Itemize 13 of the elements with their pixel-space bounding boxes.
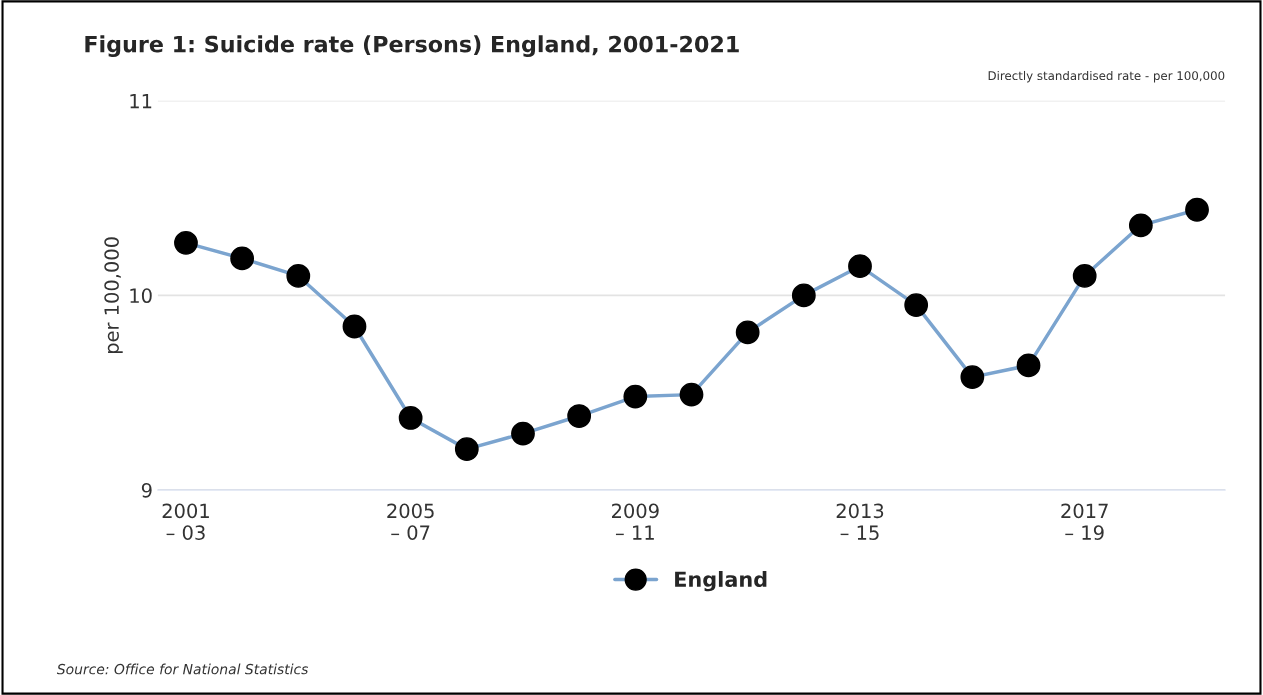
chart-title: Figure 1: Suicide rate (Persons) England, 2001-2021 <box>85 35 739 57</box>
y-tick-label: 9 <box>141 482 152 498</box>
y-tick-label: 11 <box>130 93 152 109</box>
chart-subtitle: Directly standardised rate - per 100,000 <box>988 70 1225 83</box>
x-tick-label: 2009 – 11 <box>612 503 659 540</box>
y-tick-label: 10 <box>130 288 152 304</box>
x-tick-label: 2001 – 03 <box>162 503 209 540</box>
x-tick-label: 2005 – 07 <box>387 503 434 540</box>
legend-label: England <box>675 571 767 592</box>
source-note: Source: Office for National Statistics <box>56 663 309 675</box>
y-axis-title: per 100,000 <box>104 237 123 354</box>
x-tick-label: 2013 – 15 <box>836 503 884 540</box>
x-tick-label: 2017 – 19 <box>1061 503 1108 540</box>
